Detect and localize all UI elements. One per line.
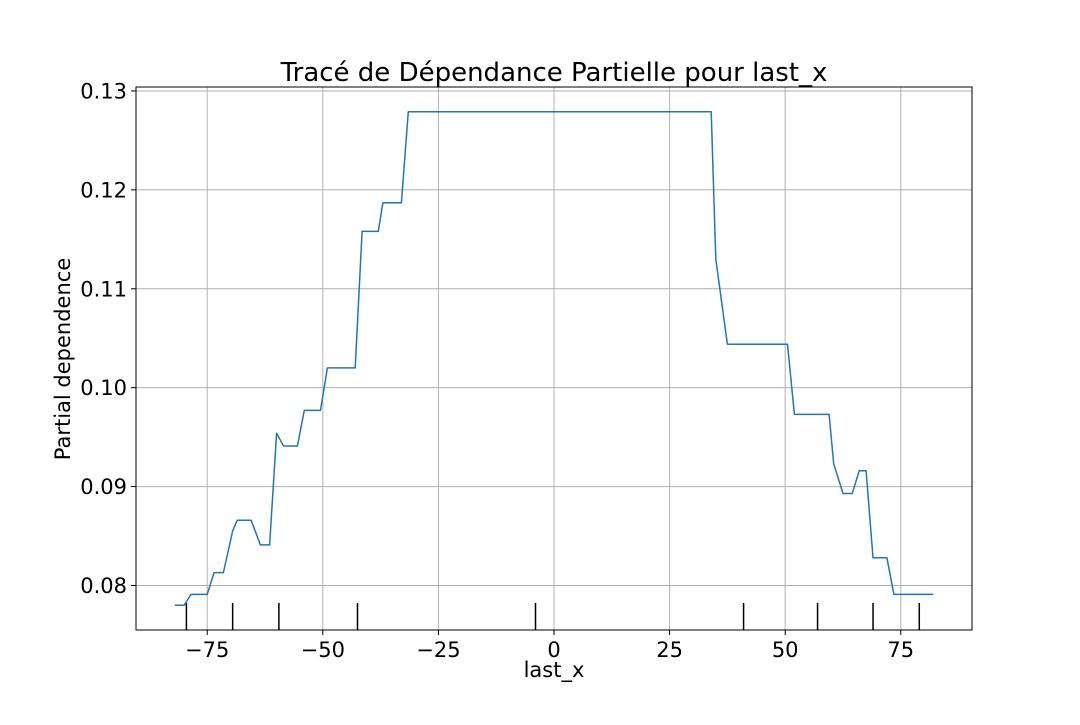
x-tick-label: 25 — [656, 638, 683, 662]
y-tick-label: 0.10 — [80, 376, 127, 400]
x-tick-label: −75 — [185, 638, 229, 662]
x-tick-label: 75 — [887, 638, 914, 662]
decile-ticks — [185, 603, 921, 630]
x-axis-ticks: −75 −50 −25 0 25 50 75 — [185, 630, 914, 662]
x-tick-label: −50 — [301, 638, 345, 662]
x-axis-label: last_x — [524, 658, 585, 683]
y-tick-label: 0.11 — [80, 277, 127, 301]
series-layer — [174, 110, 934, 607]
grid-lines — [136, 87, 972, 630]
y-axis-ticks: 0.08 0.09 0.10 0.11 0.12 0.13 — [80, 79, 136, 598]
y-axis-label: Partial dependence — [51, 258, 75, 461]
y-tick-label: 0.08 — [80, 574, 127, 598]
y-tick-label: 0.13 — [80, 79, 127, 103]
y-tick-label: 0.12 — [80, 178, 127, 202]
chart-title: Tracé de Dépendance Partielle pour last_… — [280, 58, 828, 88]
y-tick-label: 0.09 — [80, 475, 127, 499]
x-tick-label: −25 — [416, 638, 460, 662]
partial-dependence-line — [174, 110, 934, 607]
x-tick-label: 0 — [547, 638, 560, 662]
x-tick-label: 50 — [772, 638, 799, 662]
